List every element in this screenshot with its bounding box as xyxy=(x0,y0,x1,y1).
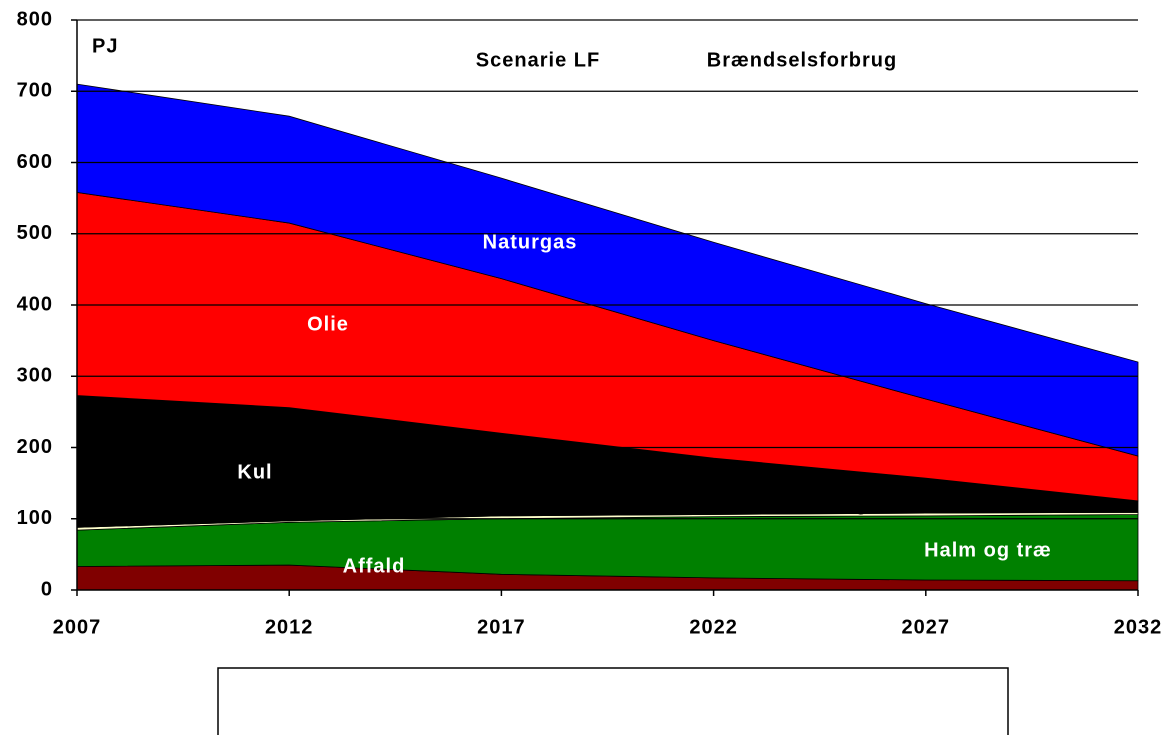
y-tick-label: 700 xyxy=(17,80,53,102)
area-label: Olie xyxy=(307,313,349,335)
y-tick-label: 600 xyxy=(17,151,53,173)
y-tick-label: 800 xyxy=(17,8,53,30)
y-axis-label: PJ xyxy=(92,35,118,57)
y-tick-label: 500 xyxy=(17,222,53,244)
x-tick-label: 2027 xyxy=(902,616,951,638)
area-label: Affald xyxy=(343,555,406,577)
area-label: Naturgas xyxy=(483,231,578,253)
area-label: Biogas xyxy=(820,493,893,515)
legend-box xyxy=(217,667,1009,735)
y-tick-label: 100 xyxy=(17,507,53,529)
chart-title: Scenarie LF xyxy=(476,49,600,71)
x-tick-label: 2022 xyxy=(689,616,738,638)
area-label: Kul xyxy=(237,461,272,483)
area-label: Halm og træ xyxy=(924,539,1052,561)
y-tick-label: 200 xyxy=(17,436,53,458)
area xyxy=(76,83,1139,457)
x-tick-label: 2007 xyxy=(53,616,102,638)
x-tick-label: 2017 xyxy=(477,616,526,638)
y-tick-label: 300 xyxy=(17,365,53,387)
y-tick-label: 400 xyxy=(17,293,53,315)
x-tick-label: 2032 xyxy=(1114,616,1163,638)
chart-subtitle: Brændselsforbrug xyxy=(707,49,897,71)
x-tick-label: 2012 xyxy=(265,616,314,638)
y-tick-label: 0 xyxy=(41,578,53,600)
